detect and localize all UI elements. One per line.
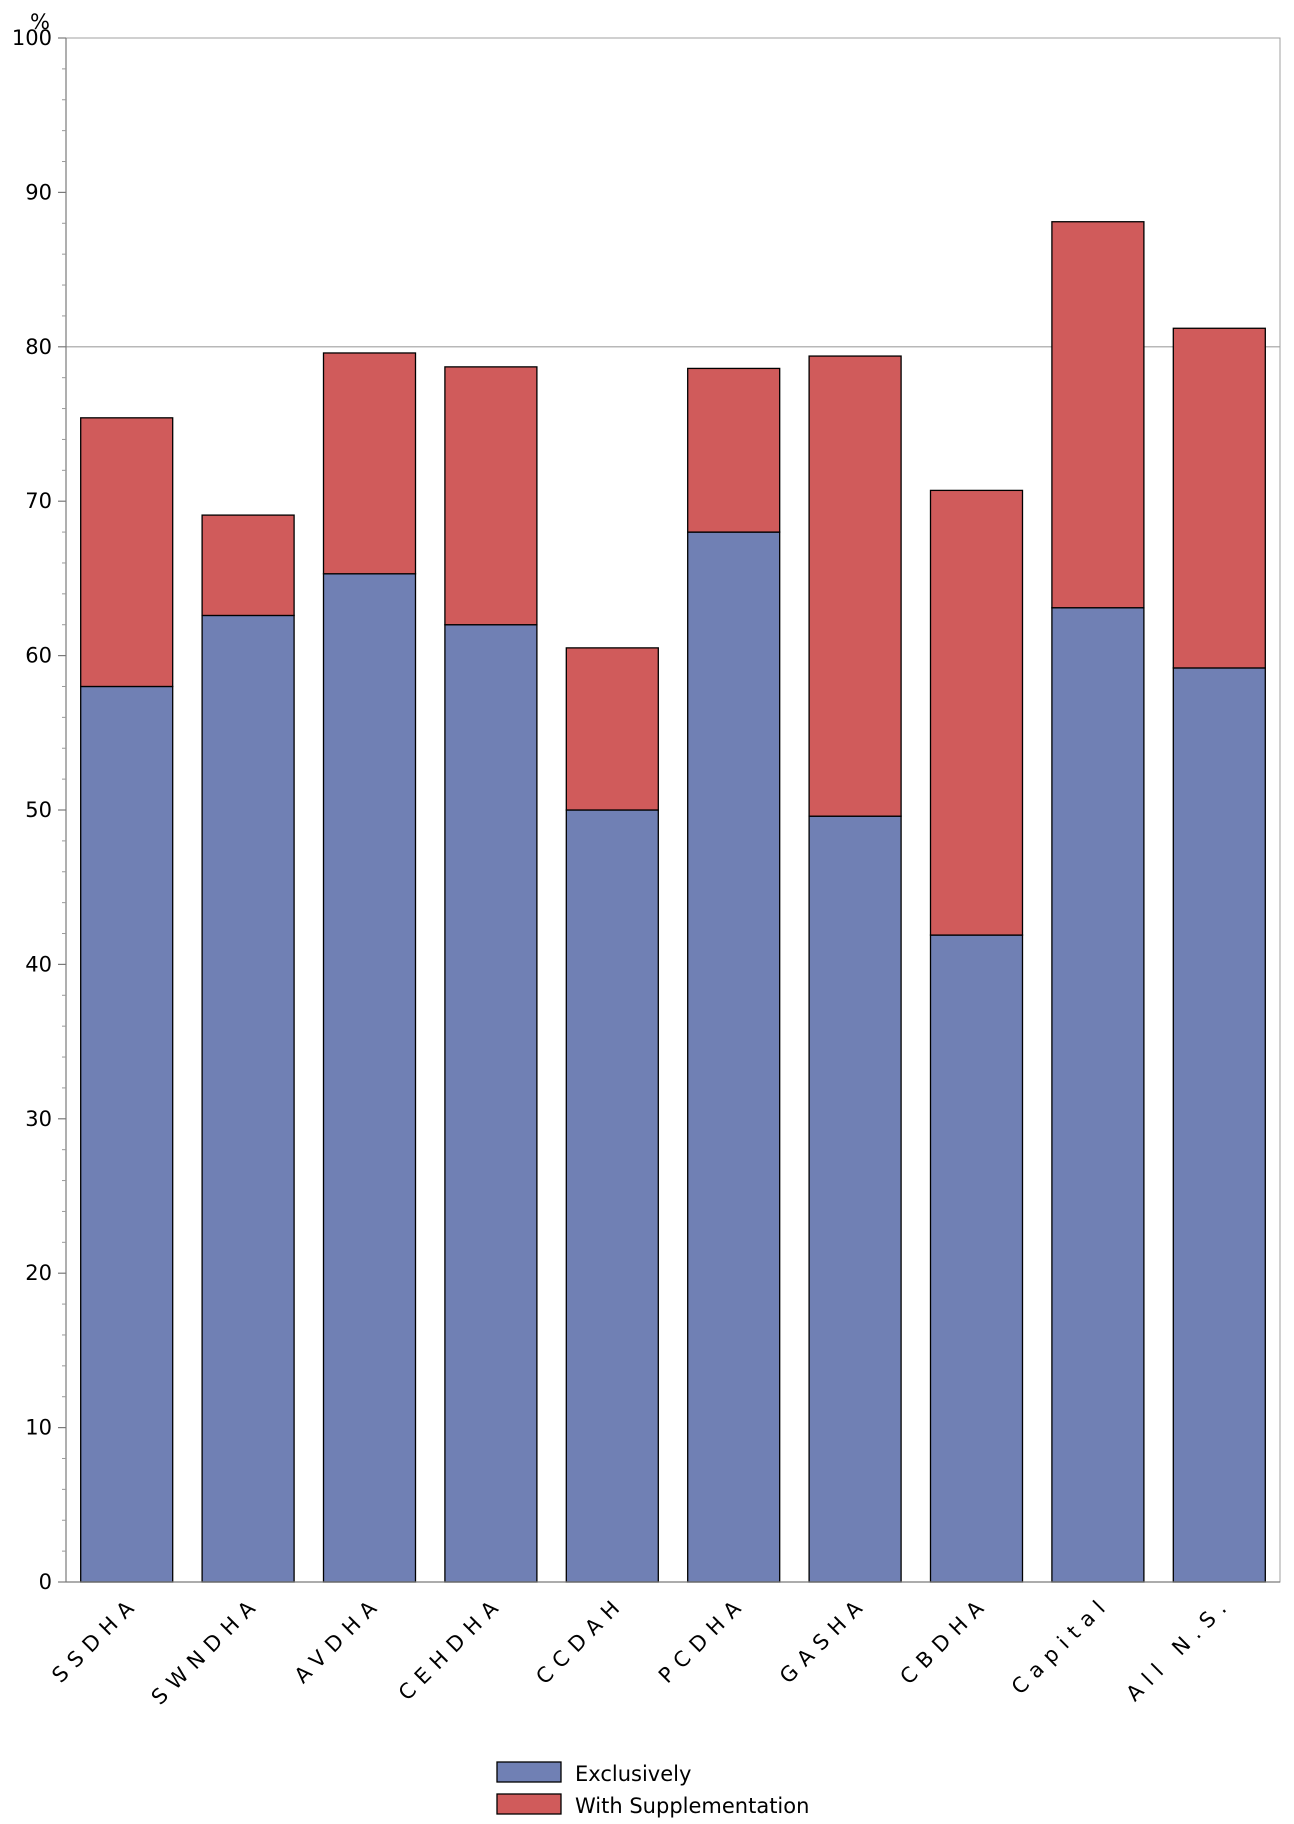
x-axis: SSDHA SWNDHA AVDHA CEHDHA CCDAH PCDHA GASHA CBD…	[47, 1581, 1280, 1710]
bar-exclusively	[201, 614, 295, 1583]
x-category-label: Capital	[1007, 1591, 1116, 1700]
x-category-label: AVDHA	[290, 1591, 387, 1688]
legend-swatch	[496, 1793, 562, 1815]
legend-label: Exclusively	[575, 1762, 691, 1786]
bar-exclusively	[1172, 667, 1266, 1583]
x-category-label: GASHA	[775, 1591, 873, 1689]
y-tick-label: 20	[25, 1261, 52, 1285]
x-category-label: PCDHA	[654, 1591, 751, 1688]
bar-exclusively	[808, 815, 902, 1583]
bar-with-supplementation	[808, 355, 902, 817]
x-category-label: CBDHA	[895, 1591, 994, 1690]
legend: Exclusively With Supplementation	[496, 1761, 809, 1818]
bar-exclusively	[80, 685, 174, 1583]
x-category-label: SWNDHA	[147, 1591, 266, 1710]
legend-label: With Supplementation	[575, 1794, 809, 1818]
y-tick-label: 0	[39, 1570, 52, 1594]
y-tick-label: 50	[25, 798, 52, 822]
y-tick-label: 70	[25, 489, 52, 513]
bar-with-supplementation	[929, 489, 1024, 936]
y-tick-label: 90	[25, 180, 52, 204]
bar-with-supplementation	[1051, 221, 1145, 609]
y-tick-label: 80	[25, 335, 52, 359]
y-tick-label: 40	[25, 952, 52, 976]
legend-swatch	[496, 1761, 562, 1783]
bar-with-supplementation	[687, 367, 781, 533]
x-category-label: CCDAH	[531, 1591, 629, 1689]
y-tick-label: 100	[12, 26, 52, 50]
bar-with-supplementation	[1172, 327, 1266, 669]
bar-with-supplementation	[565, 647, 659, 811]
bars	[80, 221, 1266, 1583]
bar-exclusively	[687, 531, 781, 1583]
bar-with-supplementation	[80, 417, 174, 688]
y-tick-label: 10	[25, 1416, 52, 1440]
bar-with-supplementation	[322, 352, 417, 575]
bar-exclusively	[1051, 607, 1145, 1583]
bar-exclusively	[565, 809, 659, 1583]
x-category-label: All N.S.	[1121, 1591, 1236, 1706]
y-axis-label: %	[30, 10, 50, 34]
bar-with-supplementation	[201, 514, 295, 617]
bar-exclusively	[322, 573, 417, 1583]
x-category-label: SSDHA	[47, 1591, 144, 1688]
y-tick-label: 60	[25, 644, 52, 668]
bar-exclusively	[444, 624, 538, 1583]
x-category-label: CEHDHA	[394, 1591, 509, 1706]
bar-exclusively	[929, 934, 1024, 1583]
bar-with-supplementation	[444, 366, 538, 626]
y-tick-label: 30	[25, 1107, 52, 1131]
